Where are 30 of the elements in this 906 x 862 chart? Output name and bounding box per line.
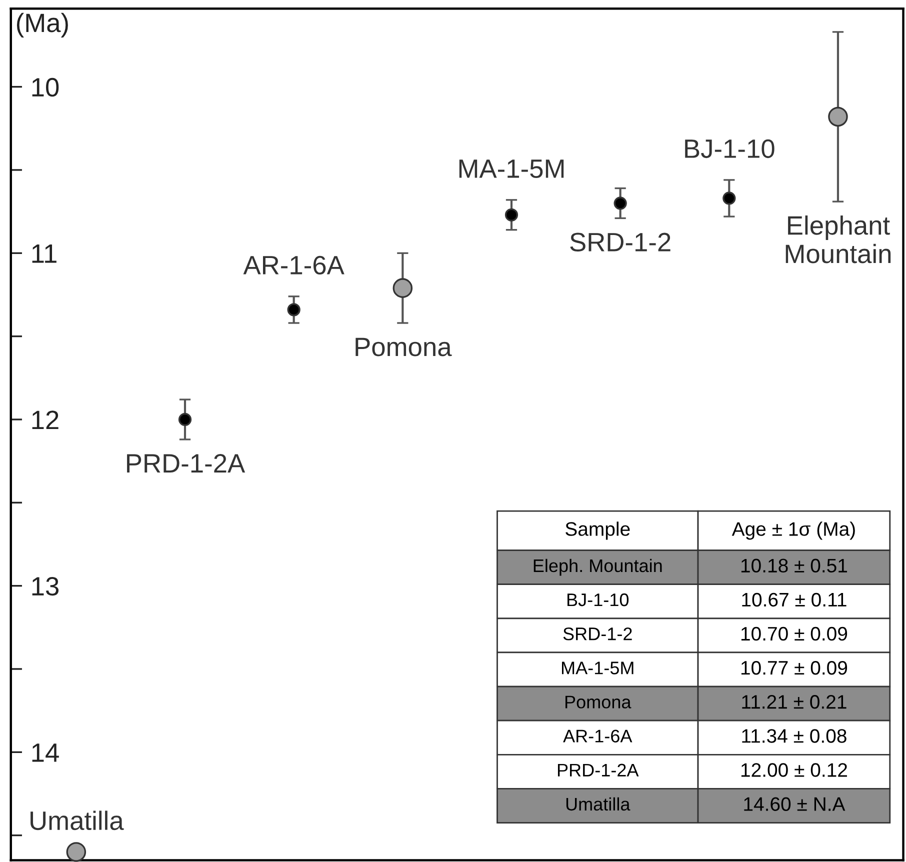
annotation: 12.00 ± 0.12 — [741, 763, 847, 777]
annotation: 10.18 ± 0.51 — [741, 558, 848, 573]
annotation: 10.70 ± 0.09 — [741, 626, 848, 641]
annotation: MA-1-5M — [562, 662, 634, 674]
annotation: Sample — [566, 522, 630, 540]
annotation: Age ± 1σ (Ma) — [732, 522, 855, 540]
x-tick-label: Elephant Mountain — [786, 215, 891, 264]
y-tick-label: 10 — [32, 78, 59, 97]
point — [178, 412, 192, 426]
annotation: BJ-1-10 — [568, 593, 629, 606]
point — [722, 192, 736, 205]
point — [504, 208, 518, 222]
annotation: Umatilla — [566, 797, 630, 811]
annotation: PRD-1-2A — [558, 764, 639, 776]
annotation: 11.34 ± 0.08 — [742, 729, 846, 743]
y-tick-label: 11 — [32, 244, 56, 263]
annotation: 10.77 ± 0.09 — [741, 660, 848, 675]
y-axis-title: (Ma) — [16, 12, 68, 38]
point — [614, 196, 627, 210]
annotation: AR-1-6A — [563, 730, 632, 742]
y-tick-label: 13 — [32, 576, 59, 596]
annotation: Eleph. Mountain — [534, 558, 662, 576]
annotation: 11.21 ± 0.21 — [742, 695, 846, 709]
point — [287, 303, 300, 316]
y-tick-label: 12 — [32, 410, 58, 430]
annotation: SRD-1-2 — [563, 628, 632, 640]
annotation: 10.67 ± 0.11 — [742, 592, 846, 607]
annotation: 14.60 ± N.A — [744, 797, 846, 811]
y-tick-label: 14 — [32, 744, 59, 762]
annotation: Pomona — [565, 696, 632, 708]
